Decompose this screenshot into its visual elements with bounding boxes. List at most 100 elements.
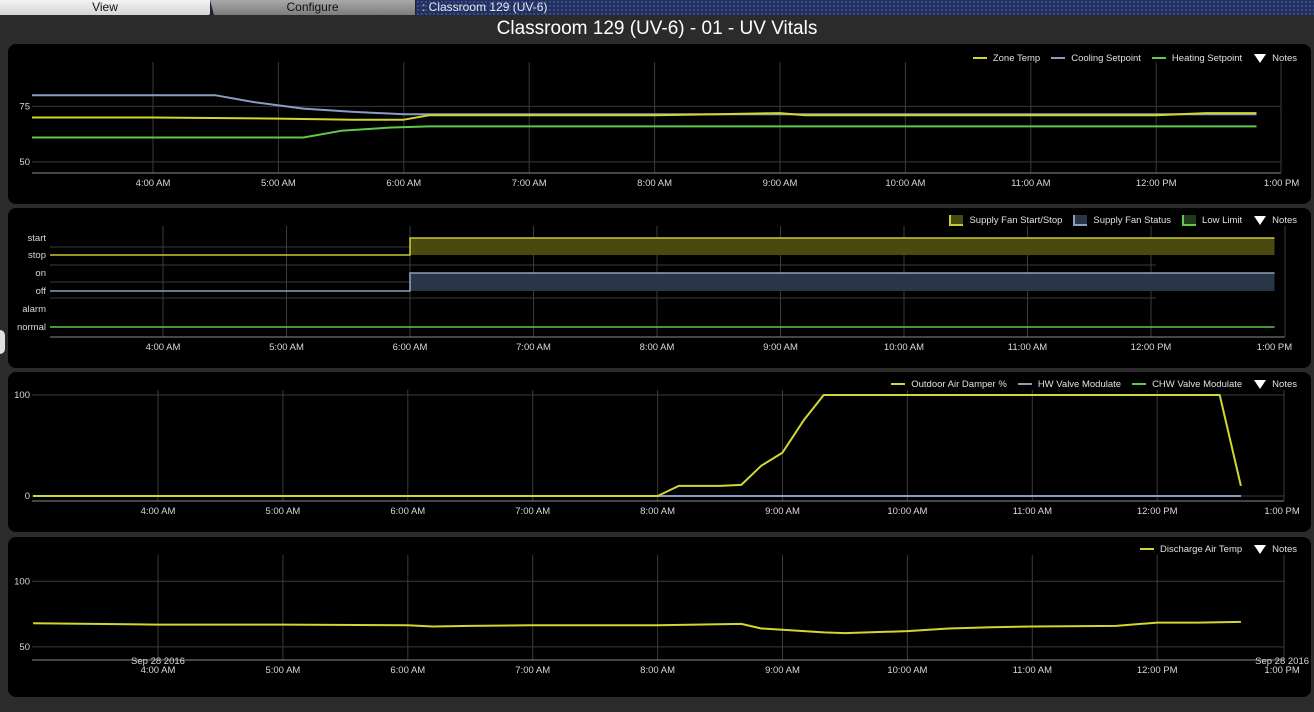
notes-triangle-icon	[1254, 53, 1267, 63]
y-tick-label: 50	[19, 642, 30, 653]
breadcrumb: : Classroom 129 (UV-6)	[416, 0, 1314, 15]
y-state-label: start	[28, 233, 47, 244]
x-tick-label: 1:00 PM	[1257, 342, 1292, 353]
chart-4-svg: 4:00 AM 5:00 AM 6:00 AM 7:00 AM 8:00 AM 9:00 …	[14, 555, 1309, 676]
y-tick-label: 75	[19, 101, 30, 112]
x-tick-label: 10:00 AM	[887, 665, 927, 676]
notes-triangle-icon	[1254, 544, 1267, 554]
chart-3-svg: 4:00 AM 5:00 AM 6:00 AM 7:00 AM 8:00 AM 9:00 …	[14, 390, 1300, 517]
notes-label: Notes	[1272, 378, 1297, 390]
tab-view[interactable]: View	[0, 0, 210, 15]
legend-swatch	[1139, 548, 1154, 550]
chart-panel-2: 4:00 AM 5:00 AM 6:00 AM 7:00 AM 8:00 AM 9:00 …	[8, 208, 1311, 368]
chart-1-legend: Zone Temp Cooling Setpoint Heating Setpo…	[962, 47, 1297, 69]
notes-label: Notes	[1272, 543, 1297, 555]
legend-label-heating-setpoint: Heating Setpoint	[1171, 52, 1243, 64]
x-tick-label: 6:00 AM	[393, 342, 428, 353]
y-state-label: alarm	[22, 304, 46, 315]
x-tick-label: 4:00 AM	[146, 342, 181, 353]
x-tick-label: 9:00 AM	[765, 506, 800, 517]
x-tick-label: 5:00 AM	[269, 342, 304, 353]
y-tick-label: 0	[25, 491, 30, 502]
legend-item-cooling-setpoint[interactable]: Cooling Setpoint	[1051, 53, 1141, 64]
x-tick-label: 8:00 AM	[640, 506, 675, 517]
legend-label-supply-fan-start-stop: Supply Fan Start/Stop	[969, 214, 1063, 226]
x-tick-label: 5:00 AM	[265, 506, 300, 517]
x-tick-label: 1:00 PM	[1264, 506, 1299, 517]
page-title: Classroom 129 (UV-6) - 01 - UV Vitals	[496, 18, 818, 39]
x-tick-label: 7:00 AM	[516, 342, 551, 353]
legend-item-discharge-air-temp[interactable]: Discharge Air Temp	[1139, 543, 1243, 555]
legend-label-discharge-air-temp: Discharge Air Temp	[1159, 543, 1243, 555]
y-tick-label: 100	[14, 576, 30, 587]
legend-item-chw-valve-modulate[interactable]: CHW Valve Modulate	[1132, 379, 1242, 390]
legend-label-hw-valve-modulate: HW Valve Modulate	[1037, 378, 1122, 390]
legend-label-outdoor-air-damper: Outdoor Air Damper %	[911, 378, 1007, 390]
y-state-label: off	[36, 286, 47, 297]
x-tick-label: 7:00 AM	[515, 665, 550, 676]
x-tick-label: 4:00 AM	[141, 506, 176, 517]
notes-toggle-4[interactable]: Notes	[1254, 544, 1297, 555]
x-tick-label: 12:00 PM	[1136, 178, 1177, 189]
legend-swatch	[891, 383, 906, 385]
notes-toggle-1[interactable]: Notes	[1254, 53, 1297, 64]
legend-item-hw-valve-modulate[interactable]: HW Valve Modulate	[1017, 378, 1122, 390]
x-tick-label: 6:00 AM	[386, 178, 421, 189]
x-date-label: Sep 28 2016	[131, 656, 185, 667]
tab-configure[interactable]: Configure	[210, 0, 415, 15]
x-tick-label: 8:00 AM	[640, 342, 675, 353]
x-tick-label: 7:00 AM	[512, 178, 547, 189]
x-tick-label: 12:00 PM	[1131, 342, 1172, 353]
series-line-cooling-setpoint	[32, 94, 1257, 116]
legend-step-swatch	[1073, 214, 1088, 226]
x-tick-label: 11:00 AM	[1013, 506, 1053, 517]
chart-3-legend: Outdoor Air Damper % HW Valve Modulate C…	[880, 373, 1297, 395]
legend-swatch	[1151, 57, 1166, 59]
notes-toggle-3[interactable]: Notes	[1254, 379, 1297, 390]
x-tick-label: 9:00 AM	[763, 178, 798, 189]
notes-triangle-icon	[1254, 215, 1267, 225]
legend-item-low-limit[interactable]: Low Limit	[1182, 214, 1242, 226]
state-band-supply-fan-start-stop	[410, 238, 1275, 255]
y-tick-label: 50	[19, 157, 30, 168]
legend-item-zone-temp[interactable]: Zone Temp	[972, 52, 1041, 64]
y-state-label: normal	[17, 322, 46, 333]
legend-label-supply-fan-status: Supply Fan Status	[1093, 214, 1172, 226]
chart-panel-4: 4:00 AM 5:00 AM 6:00 AM 7:00 AM 8:00 AM 9:00 …	[8, 537, 1311, 697]
legend-step-swatch	[1182, 214, 1197, 226]
chart-panel-1: 4:00 AM 5:00 AM 6:00 AM 7:00 AM 8:00 AM 9:00 …	[8, 44, 1311, 204]
tab-bar: View Configure : Classroom 129 (UV-6)	[0, 0, 1314, 15]
chart-panel-3: 4:00 AM 5:00 AM 6:00 AM 7:00 AM 8:00 AM 9:00 …	[8, 372, 1311, 532]
x-tick-label: 6:00 AM	[390, 665, 425, 676]
x-tick-label: 9:00 AM	[765, 665, 800, 676]
x-date-label: Sep 28 2016	[1255, 656, 1309, 667]
series-line-outdoor-air-damper-	[33, 394, 1242, 497]
x-tick-label: 10:00 AM	[887, 506, 927, 517]
x-tick-label: 10:00 AM	[885, 178, 925, 189]
state-line-supply-fan-status	[50, 272, 1275, 292]
x-tick-label: 12:00 PM	[1137, 506, 1178, 517]
legend-item-outdoor-air-damper[interactable]: Outdoor Air Damper %	[891, 379, 1007, 390]
x-tick-label: 11:00 AM	[1008, 342, 1048, 353]
x-tick-label: 11:00 AM	[1011, 178, 1051, 189]
x-tick-label: 4:00 AM	[141, 665, 176, 676]
x-tick-label: 5:00 AM	[265, 665, 300, 676]
legend-item-supply-fan-status[interactable]: Supply Fan Status	[1073, 214, 1172, 226]
legend-step-swatch	[949, 214, 964, 226]
state-line-supply-fan-start-stop	[50, 237, 1275, 256]
notes-toggle-2[interactable]: Notes	[1254, 215, 1297, 226]
legend-item-heating-setpoint[interactable]: Heating Setpoint	[1151, 52, 1243, 64]
legend-swatch	[1017, 383, 1032, 385]
x-tick-label: 1:00 PM	[1264, 178, 1299, 189]
legend-label-zone-temp: Zone Temp	[992, 52, 1041, 64]
chart-4-legend: Discharge Air Temp Notes	[1129, 538, 1297, 560]
y-state-label: on	[35, 268, 46, 279]
x-tick-label: 6:00 AM	[390, 506, 425, 517]
legend-swatch	[972, 57, 987, 59]
x-tick-label: 7:00 AM	[515, 506, 550, 517]
legend-item-supply-fan-start-stop[interactable]: Supply Fan Start/Stop	[949, 214, 1063, 226]
side-panel-handle[interactable]	[0, 330, 5, 354]
x-tick-label: 9:00 AM	[763, 342, 798, 353]
y-state-label: stop	[28, 250, 46, 261]
state-band-supply-fan-status	[410, 273, 1275, 291]
